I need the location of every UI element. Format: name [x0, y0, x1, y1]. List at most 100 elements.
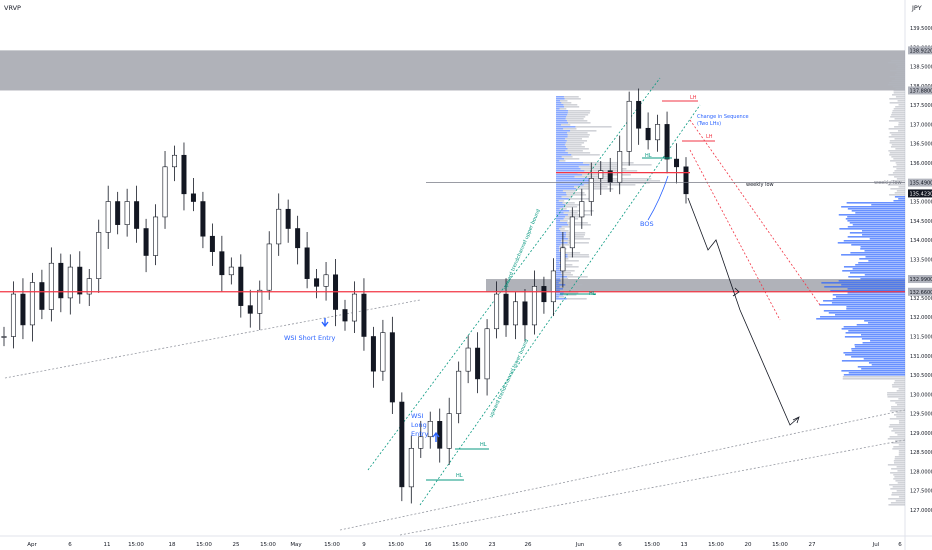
- volume-profile: [556, 60, 905, 506]
- volume-bar: [556, 266, 564, 268]
- volume-bar: [824, 286, 905, 288]
- volume-bar: [889, 418, 905, 420]
- candle-body: [124, 201, 130, 225]
- candle-body: [674, 158, 680, 168]
- volume-bar: [556, 114, 568, 116]
- volume-bar: [871, 204, 905, 206]
- price-tick-label: 134.5000: [910, 219, 932, 225]
- volume-bar: [894, 380, 905, 382]
- long-term-trendline: [4, 299, 421, 379]
- volume-bar: [556, 258, 561, 260]
- volume-bar: [850, 252, 905, 254]
- indicator-label[interactable]: VRVP: [4, 4, 21, 12]
- annotation-label: upward trendchannel lower bound: [488, 338, 530, 418]
- price-tick-label: 130.0000: [910, 392, 932, 398]
- volume-bar: [889, 98, 905, 100]
- volume-bar: [898, 422, 905, 424]
- candle-body: [96, 232, 102, 279]
- volume-bar: [556, 174, 583, 176]
- zone-box: [486, 279, 905, 292]
- time-tick-label: 15:00: [452, 542, 468, 548]
- volume-bar: [851, 210, 905, 212]
- volume-bar: [841, 284, 905, 286]
- price-tick-label: 136.0000: [910, 161, 932, 167]
- volume-bar: [888, 498, 905, 500]
- volume-bar: [559, 228, 565, 230]
- volume-bar: [571, 154, 600, 156]
- volume-bar: [862, 230, 905, 232]
- projection-arrowhead: [732, 287, 740, 297]
- volume-bar: [887, 394, 905, 396]
- volume-bar: [887, 184, 905, 186]
- price-tick-label: 128.5000: [910, 450, 932, 456]
- candle-body: [58, 262, 64, 299]
- volume-bar: [563, 104, 578, 106]
- volume-bar: [889, 70, 905, 72]
- volume-bar: [891, 80, 905, 82]
- volume-bar: [890, 400, 905, 402]
- volume-bar: [896, 164, 905, 166]
- time-tick-label: 15:00: [388, 542, 404, 548]
- price-tick-label: 127.0000: [910, 508, 932, 514]
- volume-bar: [559, 290, 568, 292]
- volume-bar: [892, 448, 905, 450]
- volume-bar: [891, 156, 905, 158]
- price-tick-label: 137.5000: [910, 103, 932, 109]
- volume-bar: [896, 168, 905, 170]
- candle-body: [560, 247, 566, 272]
- volume-bar: [888, 504, 905, 506]
- volume-bar: [893, 474, 905, 476]
- time-tick-label: 27: [809, 542, 816, 548]
- time-tick-label: 15:00: [324, 542, 340, 548]
- volume-bar: [893, 92, 905, 94]
- candle-body: [228, 266, 234, 276]
- volume-bar: [890, 472, 905, 474]
- volume-bar: [556, 124, 562, 126]
- volume-bar: [823, 310, 905, 312]
- volume-bar: [567, 132, 588, 134]
- price-badge-label: 137.8800: [910, 88, 932, 94]
- volume-bar: [897, 470, 905, 472]
- volume-bar: [559, 160, 566, 162]
- volume-bar: [556, 118, 566, 120]
- volume-bar: [556, 100, 561, 102]
- volume-bar: [556, 196, 562, 198]
- annotation-label: WSI: [411, 412, 424, 420]
- volume-bar: [895, 74, 905, 76]
- volume-bar: [896, 68, 905, 70]
- candle-body: [342, 309, 348, 322]
- annotation-label: Long: [411, 421, 427, 429]
- volume-bar: [556, 140, 567, 142]
- volume-bar: [844, 336, 905, 338]
- volume-bar: [847, 236, 905, 238]
- time-tick-label: Apr: [27, 542, 37, 548]
- volume-bar: [556, 296, 559, 298]
- volume-bar: [851, 350, 905, 352]
- volume-bar: [565, 118, 584, 120]
- volume-bar: [556, 168, 581, 170]
- volume-bar: [861, 338, 905, 340]
- volume-bar: [556, 244, 561, 246]
- volume-bar: [895, 88, 905, 90]
- volume-bar: [830, 290, 905, 292]
- volume-bar: [556, 208, 560, 210]
- volume-bar: [559, 108, 567, 110]
- candle-body: [579, 201, 585, 218]
- price-tick-label: 131.5000: [910, 334, 932, 340]
- volume-bar: [567, 254, 589, 256]
- volume-bar: [852, 224, 905, 226]
- volume-bar: [835, 296, 905, 298]
- volume-bar: [896, 404, 905, 406]
- candle-body: [370, 336, 376, 372]
- volume-bar: [556, 164, 590, 166]
- candle-body: [607, 170, 613, 183]
- volume-bar: [898, 388, 905, 390]
- volume-bar: [556, 284, 566, 286]
- volume-bar: [559, 208, 567, 210]
- volume-bar: [898, 398, 905, 400]
- volume-bar: [898, 452, 905, 454]
- volume-bar: [893, 460, 905, 462]
- price-tick-label: 130.5000: [910, 373, 932, 379]
- candle-body: [285, 208, 291, 229]
